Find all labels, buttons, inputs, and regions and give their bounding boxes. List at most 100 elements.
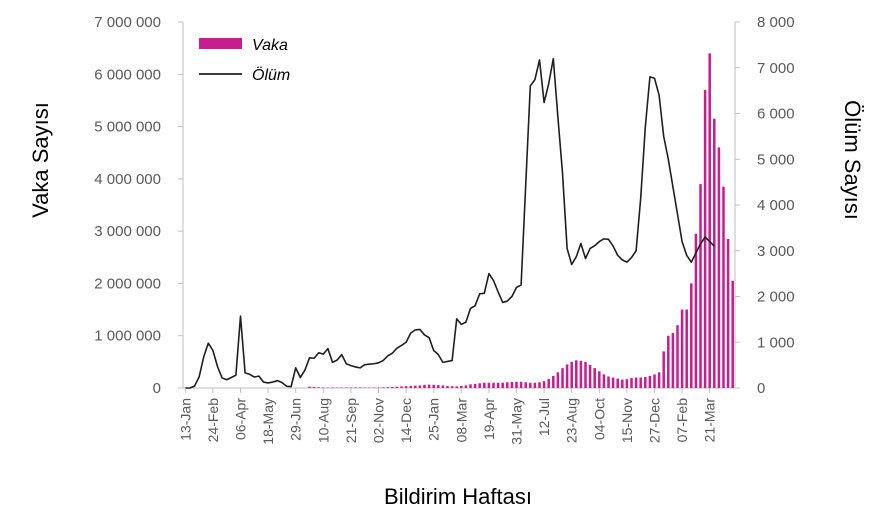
vaka-bar	[533, 382, 537, 388]
vaka-bar	[363, 387, 366, 388]
vaka-bar	[717, 147, 721, 388]
x-tick-label: 27-Dec	[647, 398, 663, 443]
vaka-bar	[423, 384, 426, 388]
x-axis-ticks: 13-Jan 24-Feb 06-Apr 18-May 29-Jun 10-Aug 21-S…	[177, 388, 718, 445]
vaka-bar	[409, 385, 412, 388]
vaka-bar	[427, 384, 431, 388]
vaka-bar	[565, 364, 569, 388]
vaka-bar	[625, 379, 629, 388]
vaka-bar	[542, 381, 546, 388]
vaka-bar	[621, 379, 624, 388]
x-tick-label: 13-Jan	[177, 398, 193, 441]
vaka-bars	[308, 53, 734, 389]
vaka-bar	[377, 387, 380, 388]
vaka-bar	[473, 383, 477, 388]
vaka-bar	[708, 53, 711, 389]
vaka-bar	[579, 360, 583, 388]
vaka-bar	[510, 381, 514, 388]
y-right-tick-label: 8 000	[757, 14, 795, 31]
vaka-bar	[662, 351, 665, 388]
vaka-bar	[483, 382, 486, 388]
vaka-bar	[561, 368, 564, 388]
legend-label-vaka: Vaka	[252, 37, 288, 54]
vaka-bar	[331, 387, 334, 388]
vaka-bar	[455, 386, 458, 388]
vaka-bar	[538, 382, 541, 388]
y-left-tick-label: 5 000 000	[94, 119, 161, 136]
vaka-bar	[349, 387, 353, 388]
vaka-bar	[607, 376, 610, 388]
y-axis-left-title: Vaka Sayısı	[28, 102, 53, 218]
vaka-bar	[726, 238, 730, 388]
x-tick-label: 18-May	[260, 398, 276, 445]
x-tick-label: 08-Mar	[453, 398, 469, 443]
x-tick-label: 31-May	[509, 398, 525, 445]
vaka-bar	[593, 368, 596, 388]
vaka-bar	[492, 382, 495, 388]
vaka-bar	[552, 375, 555, 388]
vaka-bar	[570, 361, 573, 388]
x-tick-label: 06-Apr	[233, 398, 249, 440]
y-right-tick-label: 2 000	[757, 289, 795, 306]
vaka-bar	[630, 378, 633, 388]
vaka-bar	[524, 382, 527, 388]
vaka-bar	[611, 377, 615, 388]
vaka-bar	[644, 377, 647, 388]
vaka-bar	[386, 387, 389, 388]
vaka-bar	[731, 280, 734, 388]
vaka-bar	[703, 89, 707, 388]
y-left-tick-label: 1 000 000	[94, 328, 161, 345]
vaka-bar	[446, 385, 449, 388]
legend: Vaka Ölüm	[199, 37, 290, 84]
vaka-bar	[414, 385, 417, 388]
x-tick-label: 23-Aug	[564, 398, 580, 443]
olum-line	[185, 57, 715, 389]
vaka-bar	[648, 375, 652, 388]
vaka-bar	[395, 386, 399, 388]
vaka-bar	[602, 374, 606, 388]
y-right-tick-label: 6 000	[757, 106, 795, 123]
x-tick-label: 24-Feb	[205, 398, 221, 443]
vaka-bar	[381, 387, 385, 388]
vaka-bar	[515, 381, 518, 388]
left-axis-ticks: 0 1 000 000 2 000 000 3 000 000 4 000 000 5 0…	[94, 14, 183, 397]
vaka-bar	[441, 385, 445, 388]
vaka-bar	[404, 386, 408, 388]
y-right-tick-label: 0	[757, 380, 765, 397]
y-left-tick-label: 6 000 000	[94, 66, 161, 83]
y-axis-right-title: Ölüm Sayısı	[840, 100, 865, 220]
y-right-tick-label: 3 000	[757, 243, 795, 260]
vaka-bar	[685, 309, 688, 388]
vaka-bar	[418, 385, 422, 388]
vaka-bar	[699, 184, 702, 388]
vaka-bar	[713, 118, 716, 388]
legend-label-olum: Ölüm	[252, 66, 290, 84]
vaka-bar	[437, 385, 440, 388]
x-tick-label: 10-Aug	[315, 398, 331, 443]
vaka-bar	[639, 377, 642, 388]
vaka-bar	[616, 378, 619, 388]
vaka-bar	[450, 386, 454, 388]
y-left-tick-label: 2 000 000	[94, 275, 161, 292]
x-tick-label: 07-Feb	[674, 398, 690, 443]
x-tick-label: 25-Jan	[426, 398, 442, 441]
vaka-bar	[469, 384, 472, 388]
y-left-tick-label: 3 000 000	[94, 223, 161, 240]
vaka-bar	[584, 361, 587, 388]
vaka-bar	[722, 186, 725, 388]
vaka-bar	[432, 384, 435, 388]
vaka-bar	[391, 386, 394, 388]
vaka-bar	[680, 309, 684, 388]
y-left-tick-label: 4 000 000	[94, 171, 161, 188]
x-tick-label: 02-Nov	[371, 398, 387, 443]
vaka-bar	[529, 382, 532, 388]
vaka-bar	[400, 386, 403, 388]
vaka-bar	[671, 333, 675, 388]
legend-swatch-vaka	[199, 38, 242, 49]
vaka-bar	[358, 387, 362, 388]
y-right-tick-label: 7 000	[757, 60, 795, 77]
y-right-tick-label: 5 000	[757, 151, 795, 168]
vaka-bar	[676, 325, 679, 388]
vaka-bar	[598, 371, 601, 388]
